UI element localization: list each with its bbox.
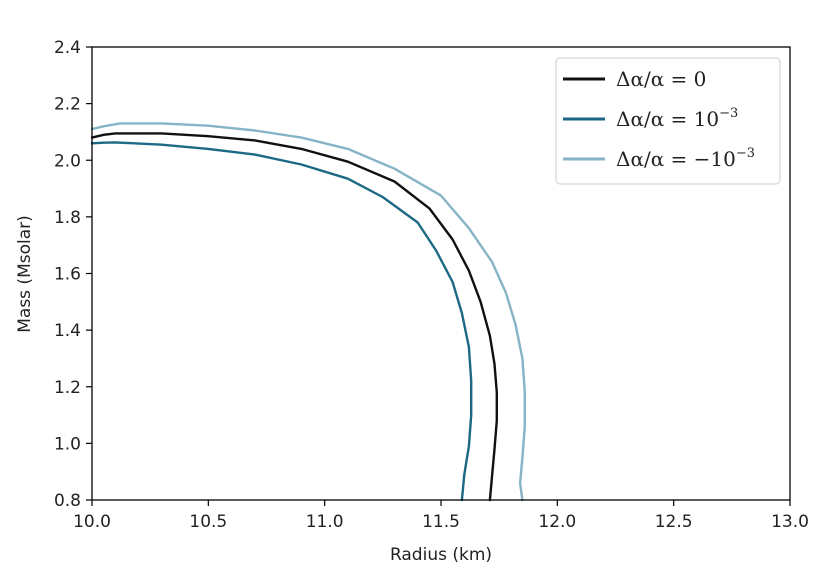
legend: Δα/α = 0 Δα/α = 10−3 Δα/α = −10−3 bbox=[555, 57, 781, 185]
y-tick-label: 2.0 bbox=[54, 151, 81, 171]
y-tick-label: 2.2 bbox=[54, 95, 81, 115]
legend-label-exponent: −3 bbox=[719, 106, 738, 121]
legend-box bbox=[555, 57, 781, 185]
y-tick-label: 1.6 bbox=[54, 265, 81, 285]
x-tick-label: 10.0 bbox=[73, 512, 111, 532]
y-tick-label: 1.0 bbox=[54, 434, 81, 454]
series-line-1 bbox=[90, 141, 473, 502]
x-tick-label: 12.5 bbox=[655, 512, 693, 532]
y-tick-label: 1.4 bbox=[54, 321, 81, 341]
series-group bbox=[90, 122, 526, 502]
x-tick-label: 13.0 bbox=[771, 512, 809, 532]
y-tick-label: 1.2 bbox=[54, 378, 81, 398]
legend-label-exponent: −3 bbox=[736, 146, 755, 161]
series-line-0 bbox=[90, 132, 498, 502]
legend-label-2: Δα/α = −10−3 bbox=[616, 146, 755, 171]
series-line-2 bbox=[90, 122, 526, 502]
y-axis-label: Mass (Msolar) bbox=[15, 215, 35, 333]
x-axis-label: Radius (km) bbox=[390, 545, 492, 565]
y-tick-label: 2.4 bbox=[54, 38, 81, 58]
y-tick-label: 1.8 bbox=[54, 208, 81, 228]
legend-label-1: Δα/α = 10−3 bbox=[616, 106, 738, 131]
y-tick-label: 0.8 bbox=[54, 491, 81, 511]
x-tick-label: 10.5 bbox=[189, 512, 227, 532]
x-tick-label: 11.0 bbox=[306, 512, 344, 532]
x-tick-label: 11.5 bbox=[422, 512, 460, 532]
x-tick-label: 12.0 bbox=[538, 512, 576, 532]
y-axis: 0.8 1.0 1.2 1.4 1.6 1.8 2.0 2.2 2.4 bbox=[54, 38, 92, 511]
legend-label-0: Δα/α = 0 bbox=[616, 67, 706, 91]
x-axis: 10.0 10.5 11.0 11.5 12.0 12.5 13.0 bbox=[73, 500, 809, 532]
